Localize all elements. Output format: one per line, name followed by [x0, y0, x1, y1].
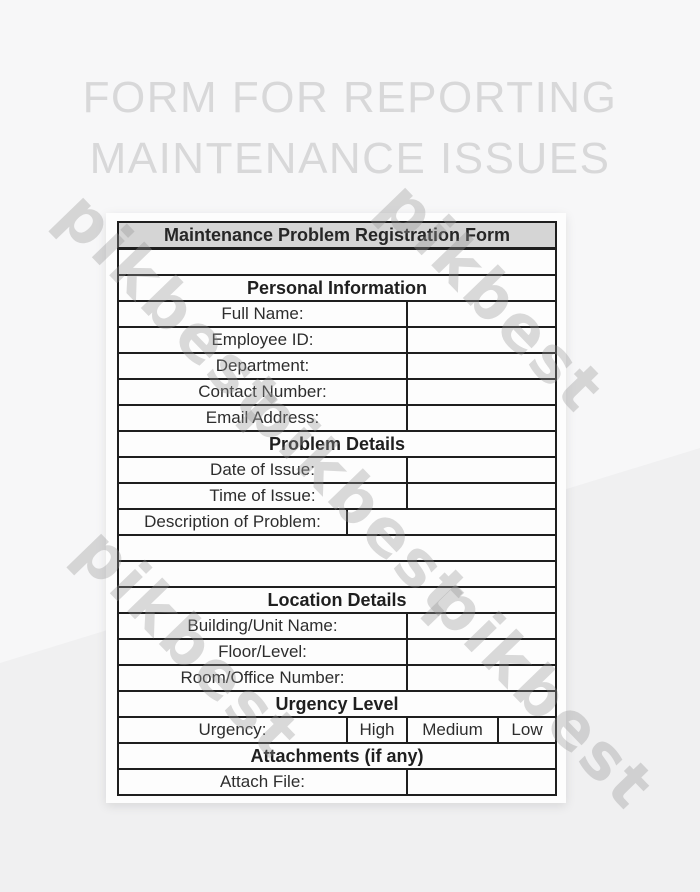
building-unit-name-label: Building/Unit Name: [117, 612, 408, 640]
table-row: Employee ID: [117, 326, 557, 354]
table-row: Maintenance Problem Registration Form [117, 221, 557, 250]
building-unit-name-input-cell[interactable] [406, 612, 557, 640]
section-urgency-level: Urgency Level [117, 690, 557, 718]
form-preview-card: Maintenance Problem Registration Form Pe… [106, 213, 566, 803]
table-row [117, 247, 557, 276]
contact-number-input-cell[interactable] [406, 378, 557, 406]
page-title-line1: FORM FOR REPORTING [82, 73, 618, 122]
urgency-option-low[interactable]: Low [497, 716, 557, 744]
table-row: Description of Problem: [117, 508, 557, 536]
email-address-input-cell[interactable] [406, 404, 557, 432]
table-row: Room/Office Number: [117, 664, 557, 692]
section-location-details: Location Details [117, 586, 557, 614]
urgency-option-high[interactable]: High [346, 716, 408, 744]
floor-level-input-cell[interactable] [406, 638, 557, 666]
table-row: Problem Details [117, 430, 557, 458]
floor-level-label: Floor/Level: [117, 638, 408, 666]
maintenance-form-table: Maintenance Problem Registration Form Pe… [117, 221, 557, 796]
description-of-problem-input-cell[interactable] [346, 508, 557, 536]
table-row: Personal Information [117, 274, 557, 302]
urgency-option-medium[interactable]: Medium [406, 716, 499, 744]
table-row: Attach File: [117, 768, 557, 796]
employee-id-label: Employee ID: [117, 326, 408, 354]
date-of-issue-label: Date of Issue: [117, 456, 408, 484]
description-area-line1[interactable] [117, 534, 557, 562]
table-row: Time of Issue: [117, 482, 557, 510]
page-title: FORM FOR REPORTING MAINTENANCE ISSUES [0, 67, 700, 189]
room-office-number-input-cell[interactable] [406, 664, 557, 692]
table-row: Department: [117, 352, 557, 380]
table-row: Date of Issue: [117, 456, 557, 484]
description-of-problem-label: Description of Problem: [117, 508, 348, 536]
full-name-label: Full Name: [117, 300, 408, 328]
urgency-label: Urgency: [117, 716, 348, 744]
section-problem-details: Problem Details [117, 430, 557, 458]
contact-number-label: Contact Number: [117, 378, 408, 406]
employee-id-input-cell[interactable] [406, 326, 557, 354]
page-title-line2: MAINTENANCE ISSUES [89, 134, 611, 183]
attach-file-input-cell[interactable] [406, 768, 557, 796]
table-row: Building/Unit Name: [117, 612, 557, 640]
section-personal-information: Personal Information [117, 274, 557, 302]
section-attachments: Attachments (if any) [117, 742, 557, 770]
room-office-number-label: Room/Office Number: [117, 664, 408, 692]
spacer-cell [117, 247, 557, 276]
table-row: Urgency: High Medium Low [117, 716, 557, 744]
time-of-issue-label: Time of Issue: [117, 482, 408, 510]
form-table-title: Maintenance Problem Registration Form [117, 221, 557, 250]
table-row: Attachments (if any) [117, 742, 557, 770]
attach-file-label: Attach File: [117, 768, 408, 796]
time-of-issue-input-cell[interactable] [406, 482, 557, 510]
full-name-input-cell[interactable] [406, 300, 557, 328]
table-row [117, 560, 557, 588]
table-row: Floor/Level: [117, 638, 557, 666]
description-area-line2[interactable] [117, 560, 557, 588]
department-label: Department: [117, 352, 408, 380]
table-row: Email Address: [117, 404, 557, 432]
table-row: Full Name: [117, 300, 557, 328]
table-row: Urgency Level [117, 690, 557, 718]
email-address-label: Email Address: [117, 404, 408, 432]
table-row: Location Details [117, 586, 557, 614]
table-row: Contact Number: [117, 378, 557, 406]
date-of-issue-input-cell[interactable] [406, 456, 557, 484]
table-row [117, 534, 557, 562]
department-input-cell[interactable] [406, 352, 557, 380]
